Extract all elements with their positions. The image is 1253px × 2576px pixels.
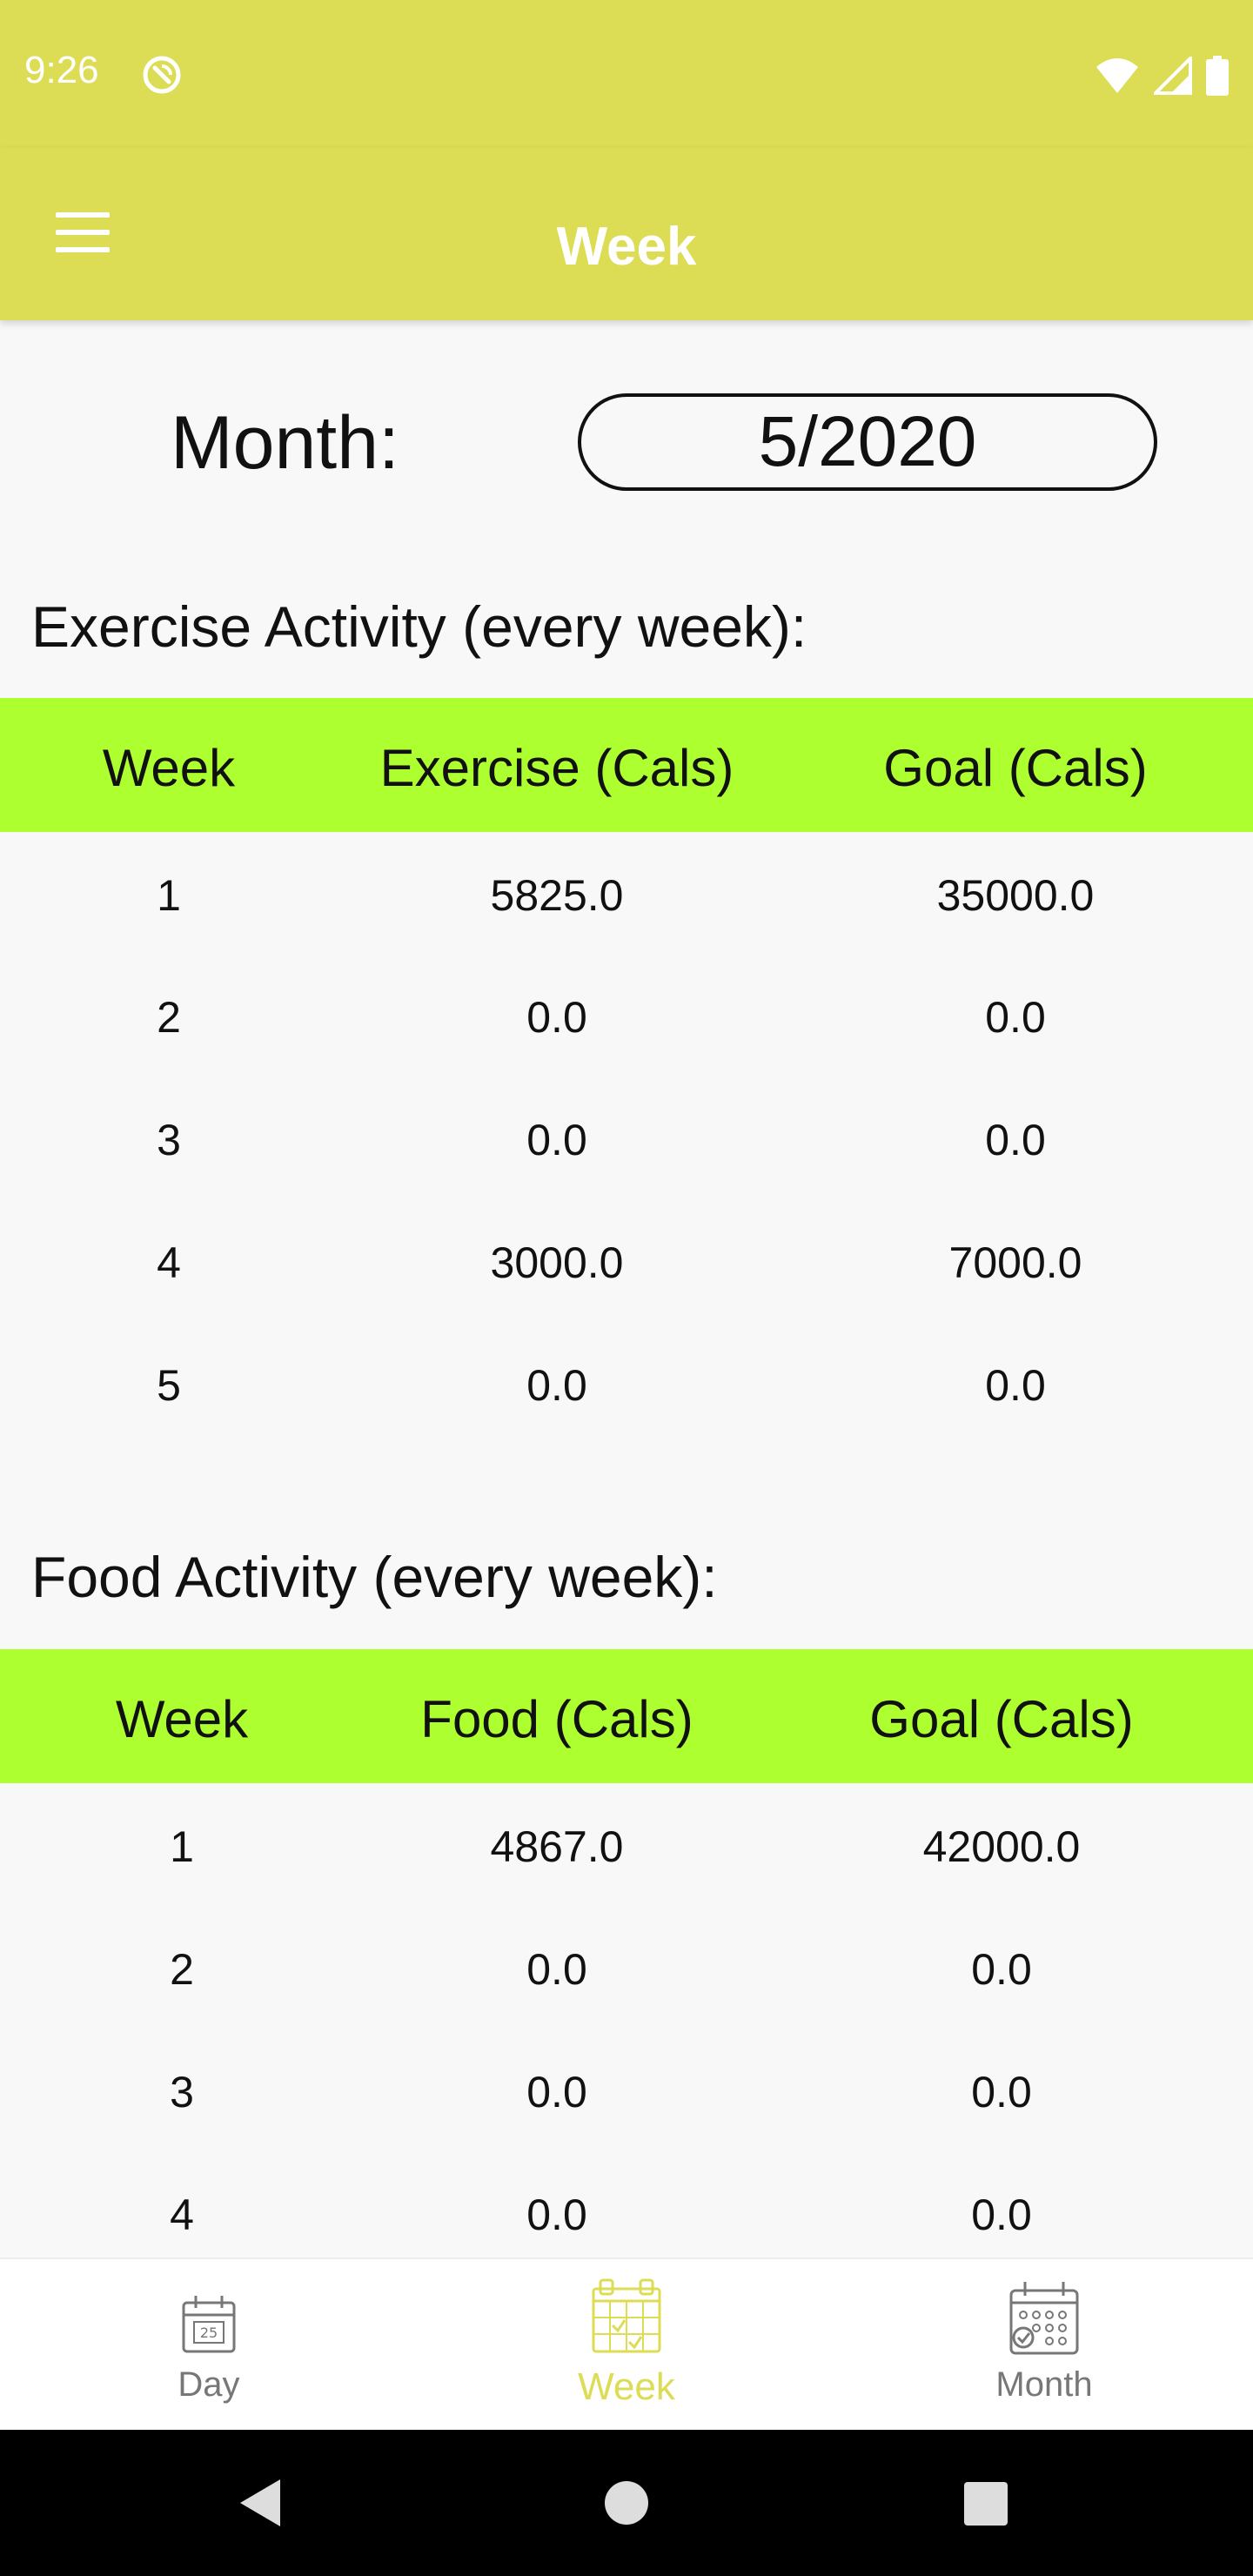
nav-label-day: Day xyxy=(178,2365,240,2404)
menu-icon[interactable] xyxy=(52,209,113,261)
table-row: 4 3000.0 7000.0 xyxy=(0,1199,1253,1321)
goal-cell: 42000.0 xyxy=(922,1822,1081,1871)
battery-icon xyxy=(1206,56,1229,96)
system-navigation-bar xyxy=(0,2430,1253,2576)
goal-cell: 0.0 xyxy=(971,1945,1032,1994)
goal-cell: 0.0 xyxy=(985,1361,1046,1410)
status-time: 9:26 xyxy=(24,49,99,91)
week-cell: 2 xyxy=(170,1945,194,1994)
food-cell: 0.0 xyxy=(526,2190,587,2239)
nav-item-month[interactable]: Month xyxy=(914,2259,1175,2432)
month-calendar-icon xyxy=(1009,2282,1079,2355)
nav-label-week: Week xyxy=(578,2365,675,2408)
week-cell: 4 xyxy=(170,2190,194,2239)
recents-icon[interactable] xyxy=(964,2482,1008,2526)
food-cell: 4867.0 xyxy=(490,1822,624,1871)
header-week: Week xyxy=(115,1690,249,1748)
nav-item-day[interactable]: 25 Day xyxy=(78,2259,339,2432)
week-cell: 1 xyxy=(170,1822,194,1871)
table-row: 4 0.0 0.0 xyxy=(0,2151,1253,2273)
goal-cell: 0.0 xyxy=(971,2068,1032,2116)
month-label: Month: xyxy=(171,401,399,485)
app-bar: Week xyxy=(0,148,1253,320)
header-food-cals: Food (Cals) xyxy=(420,1690,694,1748)
goal-cell: 0.0 xyxy=(985,993,1046,1042)
month-picker-field[interactable]: 5/2020 xyxy=(578,393,1157,491)
page-title: Week xyxy=(556,217,697,277)
table-row: 2 0.0 0.0 xyxy=(0,954,1253,1076)
header-exercise-cals: Exercise (Cals) xyxy=(379,739,734,797)
goal-cell: 0.0 xyxy=(985,1116,1046,1164)
table-row: 3 0.0 0.0 xyxy=(0,2029,1253,2150)
svg-text:25: 25 xyxy=(200,2324,218,2341)
food-cell: 0.0 xyxy=(526,1945,587,1994)
bottom-navigation: 25 Day Week xyxy=(0,2257,1253,2432)
exercise-cell: 3000.0 xyxy=(490,1238,624,1287)
nav-item-week[interactable]: Week xyxy=(496,2259,757,2432)
header-week: Week xyxy=(102,739,236,797)
goal-cell: 7000.0 xyxy=(948,1238,1082,1287)
day-calendar-icon: 25 xyxy=(182,2296,236,2353)
back-icon[interactable] xyxy=(237,2478,282,2528)
exercise-table-header: Week Exercise (Cals) Goal (Cals) xyxy=(0,698,1253,832)
exercise-section-title: Exercise Activity (every week): xyxy=(31,594,807,659)
week-cell: 4 xyxy=(157,1238,181,1287)
status-bar: 9:26 xyxy=(0,0,1253,148)
cellular-signal-icon xyxy=(1154,57,1192,95)
food-table-header: Week Food (Cals) Goal (Cals) xyxy=(0,1649,1253,1783)
food-cell: 0.0 xyxy=(526,2068,587,2116)
wifi-icon xyxy=(1096,58,1138,93)
header-goal-cals: Goal (Cals) xyxy=(883,739,1148,797)
table-row: 3 0.0 0.0 xyxy=(0,1077,1253,1198)
table-row: 2 0.0 0.0 xyxy=(0,1906,1253,2028)
week-cell: 5 xyxy=(157,1361,181,1410)
exercise-cell: 5825.0 xyxy=(490,871,624,920)
goal-cell: 0.0 xyxy=(971,2190,1032,2239)
goal-cell: 35000.0 xyxy=(936,871,1095,920)
table-row: 1 5825.0 35000.0 xyxy=(0,832,1253,954)
week-cell: 2 xyxy=(157,993,181,1042)
week-cell: 3 xyxy=(170,2068,194,2116)
table-row: 5 0.0 0.0 xyxy=(0,1322,1253,1444)
food-section-title: Food Activity (every week): xyxy=(31,1545,718,1609)
exercise-cell: 0.0 xyxy=(526,1116,587,1164)
nav-label-month: Month xyxy=(995,2365,1093,2404)
header-goal-cals: Goal (Cals) xyxy=(869,1690,1134,1748)
week-calendar-icon xyxy=(592,2278,661,2353)
week-cell: 1 xyxy=(157,871,181,920)
home-icon[interactable] xyxy=(604,2480,649,2526)
exercise-cell: 0.0 xyxy=(526,993,587,1042)
app-notification-icon xyxy=(143,56,181,94)
exercise-cell: 0.0 xyxy=(526,1361,587,1410)
week-cell: 3 xyxy=(157,1116,181,1164)
table-row: 1 4867.0 42000.0 xyxy=(0,1783,1253,1905)
